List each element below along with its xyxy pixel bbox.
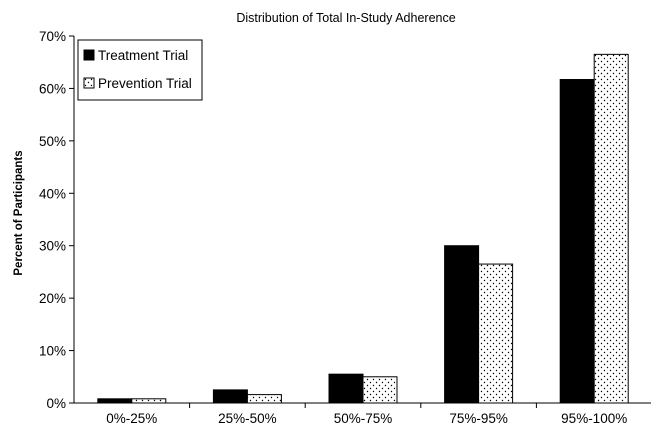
y-tick-label: 40%: [39, 186, 66, 201]
x-tick-label: 75%-95%: [449, 411, 508, 425]
bars: [97, 53, 629, 404]
legend-swatch: [83, 49, 95, 61]
axes: 0% 10% 20% 30% 40% 50% 60% 70% 0%-25% 25%-50% 50%-…: [39, 29, 651, 426]
y-tick-label: 30%: [39, 239, 66, 254]
bar: [212, 389, 248, 404]
bar: [328, 373, 364, 404]
x-tick-label: 0%-25%: [106, 411, 157, 425]
bar: [97, 398, 133, 404]
bar: [478, 263, 514, 404]
legend-swatch: [83, 77, 95, 89]
y-tick-label: 70%: [39, 29, 66, 44]
x-tick-label: 50%-75%: [334, 411, 393, 425]
x-tick-label: 95%-100%: [561, 411, 627, 425]
bar: [444, 245, 480, 404]
bar: [593, 53, 629, 404]
y-tick-label: 50%: [39, 134, 66, 149]
bar: [362, 376, 398, 404]
bar: [559, 79, 595, 404]
legend-label: Treatment Trial: [98, 48, 188, 63]
y-axis-label: Percent of Participants: [13, 150, 25, 275]
legend-label: Prevention Trial: [98, 76, 192, 91]
y-tick-label: 20%: [39, 291, 66, 306]
legend: Treatment Trial Prevention Trial: [77, 39, 203, 101]
y-tick-label: 10%: [39, 344, 66, 359]
x-tick-label: 25%-50%: [218, 411, 277, 425]
chart-title: Distribution of Total In-Study Adherence: [236, 11, 455, 25]
bar: [246, 394, 282, 404]
bar: [131, 398, 167, 404]
legend-box: [77, 39, 203, 101]
y-tick-label: 0%: [46, 396, 66, 411]
y-tick-label: 60%: [39, 81, 66, 96]
